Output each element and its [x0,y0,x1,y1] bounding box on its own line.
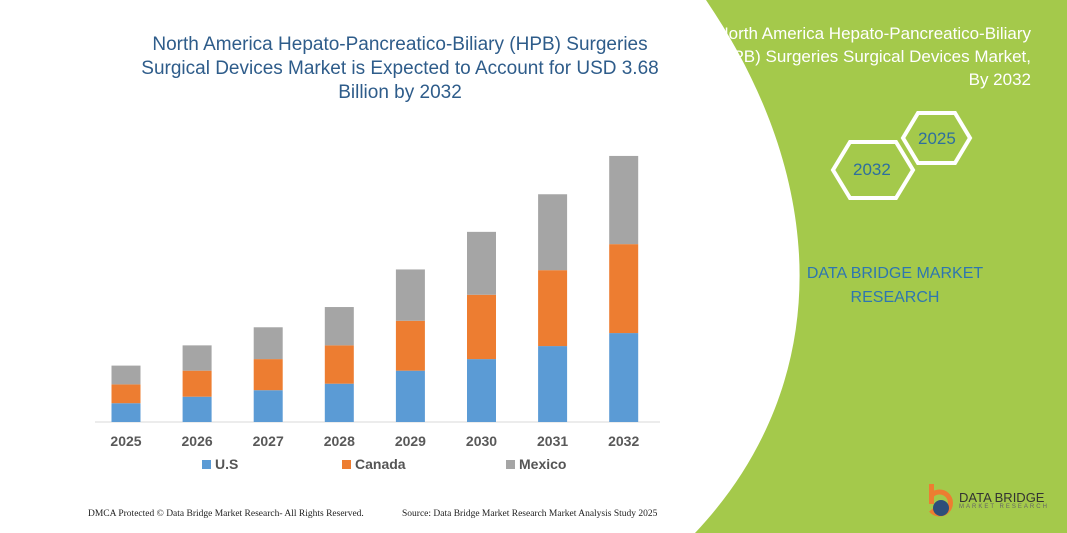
bar-mexico-2029 [395,269,425,321]
bar-canada-2032 [609,244,639,334]
logo-name: DATA BRIDGE [959,489,1045,505]
legend-label: Canada [355,456,406,472]
logo-icon [929,484,953,517]
bar-canada-2025 [111,384,141,404]
x-tick-label: 2031 [537,433,568,449]
bar-mexico-2025 [111,365,141,385]
legend-item-us: U.S [202,456,238,472]
hex-year-2025: 2025 [918,129,956,148]
stacked-bar-chart: 2025 2026 2027 2028 2029 2030 2031 2032 [95,155,660,449]
logo: DATA BRIDGE MARKET RESEARCH [925,482,1049,518]
source-footer: Source: Data Bridge Market Research Mark… [402,509,658,519]
hexagon-2032 [830,140,916,200]
chart-title: North America Hepato-Pancreatico-Biliary… [141,34,659,103]
legend-item-canada: Canada [342,456,406,472]
bar-us-2030 [467,359,496,422]
bar-us-2028 [324,383,354,422]
hexagon-2025 [900,111,973,165]
bar-us-2031 [538,346,568,422]
green-panel [695,0,1067,533]
logo-subtitle: MARKET RESEARCH [959,503,1049,510]
x-tick-label: 2026 [182,433,213,449]
brand-text: DATA BRIDGE MARKET RESEARCH [806,265,984,306]
bar-canada-2031 [538,270,568,347]
legend-swatch [506,459,515,469]
bar-us-2025 [111,403,141,422]
side-panel-title: North America Hepato-Pancreatico-Biliary… [714,24,1031,89]
bar-mexico-2032 [609,155,639,245]
bar-us-2026 [182,396,212,422]
x-tick-label: 2025 [110,433,141,449]
legend-label: U.S [215,456,239,472]
bar-canada-2030 [467,294,496,360]
bar-mexico-2028 [324,307,354,346]
bar-canada-2029 [395,320,425,371]
hex-year-2032: 2032 [853,160,891,179]
x-tick-label: 2029 [395,433,426,449]
bar-mexico-2031 [538,194,568,271]
bar-canada-2028 [324,345,354,384]
bar-us-2032 [609,333,639,422]
legend-swatch [202,459,211,469]
bar-canada-2026 [182,370,212,397]
copyright-footer: DMCA Protected © Data Bridge Market Rese… [88,509,364,519]
bar-us-2029 [395,370,425,422]
x-tick-label: 2027 [253,433,284,449]
legend-label: Mexico [519,456,567,472]
bar-canada-2027 [253,359,283,391]
x-tick-label: 2032 [608,433,639,449]
bar-mexico-2026 [182,345,212,371]
bar-us-2027 [253,390,283,422]
bar-mexico-2027 [253,327,283,360]
legend-item-mexico: Mexico [506,456,566,472]
x-tick-label: 2028 [324,433,355,449]
x-tick-label: 2030 [466,433,497,449]
bar-mexico-2030 [467,231,496,295]
legend-swatch [342,459,351,469]
